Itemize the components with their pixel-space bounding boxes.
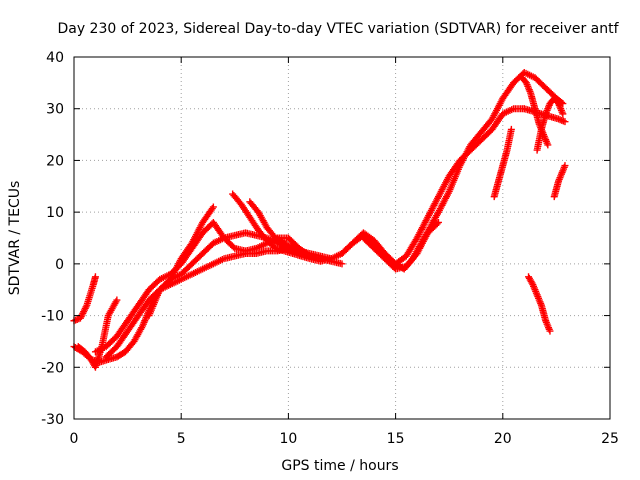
x-axis-label: GPS time / hours: [281, 458, 398, 474]
data-point: [80, 308, 88, 316]
data-point: [528, 279, 536, 287]
series-arc-6: [145, 203, 217, 320]
y-tick-label: -30: [41, 412, 64, 428]
y-tick-label: -20: [41, 360, 64, 376]
x-tick-label: 25: [601, 431, 619, 447]
data-point: [434, 218, 442, 226]
data-point: [208, 205, 216, 213]
data-point: [91, 273, 99, 281]
data-point: [507, 125, 515, 133]
data-marks: [70, 69, 569, 371]
series-arc-10: [359, 218, 442, 273]
data-point: [561, 118, 569, 126]
data-point: [76, 314, 84, 322]
y-tick-label: 0: [55, 257, 64, 273]
data-point: [561, 162, 569, 170]
data-point: [81, 304, 89, 312]
data-point: [546, 327, 554, 335]
x-tick-label: 20: [494, 431, 512, 447]
data-point: [433, 220, 441, 228]
data-point: [306, 252, 314, 260]
y-tick-label: 40: [46, 50, 64, 66]
y-tick-label: -10: [41, 309, 64, 325]
x-tick-label: 10: [279, 431, 297, 447]
data-point: [79, 309, 87, 317]
series-arc-15: [550, 162, 569, 201]
data-point: [296, 249, 304, 257]
x-tick-label: 0: [70, 431, 79, 447]
series-arc-1: [70, 273, 99, 325]
series-arc-14: [520, 105, 569, 126]
plot-frame: [73, 56, 611, 420]
y-tick-label: 30: [46, 102, 64, 118]
data-point: [544, 141, 552, 149]
x-tick-label: 5: [177, 431, 186, 447]
y-tick-label: 10: [46, 205, 64, 221]
data-point: [209, 203, 217, 211]
axes: 0 5 10 15 20 25 -30 -20 -10 0 10 20 30 40: [41, 50, 619, 447]
series-arc-16: [525, 273, 554, 335]
chart-title: Day 230 of 2023, Sidereal Day-to-day VTE…: [57, 21, 619, 37]
y-tick-label: 20: [46, 153, 64, 169]
data-point: [80, 306, 88, 314]
data-point: [113, 296, 121, 304]
y-axis-label: SDTVAR / TECUs: [7, 181, 23, 296]
series-arc-11: [490, 125, 515, 201]
data-point: [338, 260, 346, 268]
series-arc-3: [74, 296, 121, 371]
data-point: [78, 311, 86, 319]
series-arc-8: [246, 198, 314, 260]
x-tick-label: 15: [387, 431, 405, 447]
data-point: [559, 110, 567, 118]
data-point: [82, 303, 90, 311]
data-point: [77, 313, 85, 321]
